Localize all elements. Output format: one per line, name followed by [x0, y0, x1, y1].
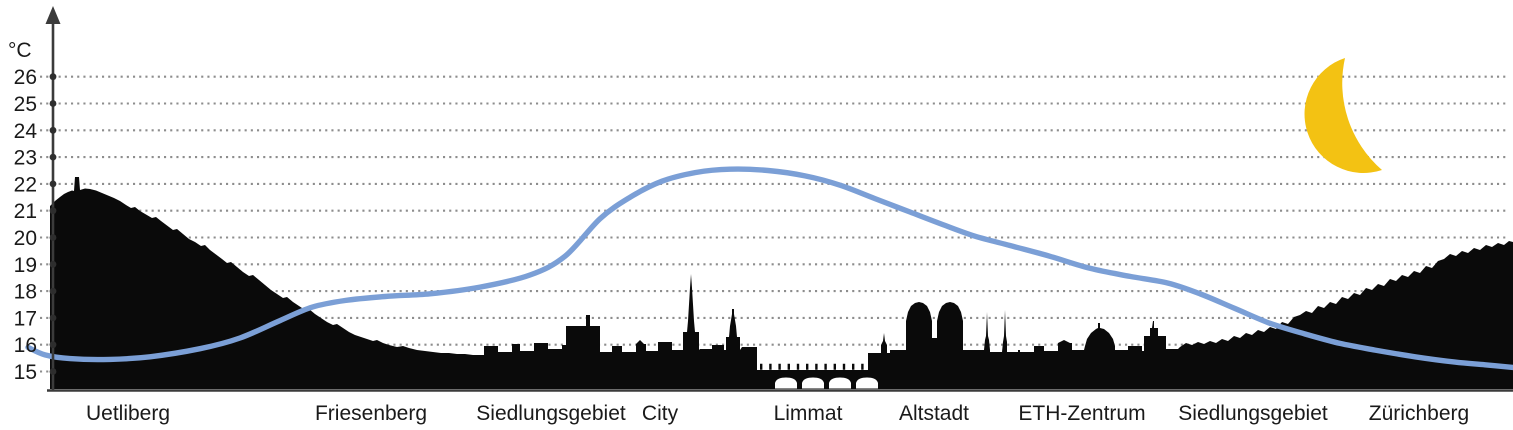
axis-tick-dot-17	[49, 314, 57, 322]
axis-tick-dot-26	[49, 73, 57, 81]
axis-tick-dot-23	[49, 153, 57, 161]
x-axis-label-8: Siedlungsgebiet	[1178, 402, 1328, 425]
y-tick-label-17: 17	[14, 307, 37, 330]
y-tick-labels: 26 25 24 23 22 21 20 19 18 17 16 15	[14, 66, 38, 384]
axis-tick-dot-21	[49, 207, 57, 215]
x-axis-label-4: City	[642, 402, 679, 425]
axis-tick-dot-22	[49, 180, 57, 188]
crescent-moon-icon	[1304, 58, 1382, 173]
axis-tick-dot-15	[49, 368, 57, 375]
y-tick-label-18: 18	[14, 281, 37, 304]
limmat-bridge-arches	[775, 377, 878, 389]
axis-tick-dots	[49, 73, 57, 375]
axis-tick-dot-16	[49, 341, 57, 349]
x-axis-label-3: Siedlungsgebiet	[476, 402, 626, 425]
axis-tick-dot-25	[49, 100, 57, 107]
y-tick-label-24: 24	[14, 120, 38, 143]
axis-tick-dot-18	[49, 287, 57, 295]
x-axis-label-2: Friesenberg	[315, 402, 427, 425]
y-tick-label-23: 23	[14, 147, 37, 170]
axis-tick-dot-19	[49, 260, 57, 268]
axis-tick-dot-20	[49, 234, 57, 241]
y-axis-arrow	[45, 6, 61, 24]
y-axis	[45, 6, 61, 390]
gridlines	[40, 75, 1506, 373]
y-tick-label-22: 22	[14, 173, 37, 196]
zurich-skyline-silhouette	[50, 177, 1513, 389]
y-tick-label-21: 21	[14, 200, 37, 223]
axis-tick-dot-24	[49, 126, 57, 134]
x-axis-label-6: Altstadt	[899, 402, 969, 425]
temperature-curve	[25, 166, 1513, 371]
y-tick-label-26: 26	[14, 66, 37, 89]
x-axis-label-7: ETH-Zentrum	[1018, 402, 1145, 425]
y-tick-label-16: 16	[14, 334, 37, 357]
y-tick-label-15: 15	[14, 361, 37, 384]
x-axis-label-9: Zürichberg	[1369, 402, 1469, 425]
x-axis-label-1: Uetliberg	[86, 402, 170, 425]
x-axis-label-5: Limmat	[774, 402, 843, 425]
y-tick-label-19: 19	[14, 254, 37, 277]
x-axis-labels: Uetliberg Friesenberg Siedlungsgebiet City L…	[86, 402, 1469, 425]
celsius-unit-label: °C	[8, 39, 32, 62]
y-tick-label-25: 25	[14, 93, 37, 116]
y-tick-label-20: 20	[14, 227, 37, 250]
